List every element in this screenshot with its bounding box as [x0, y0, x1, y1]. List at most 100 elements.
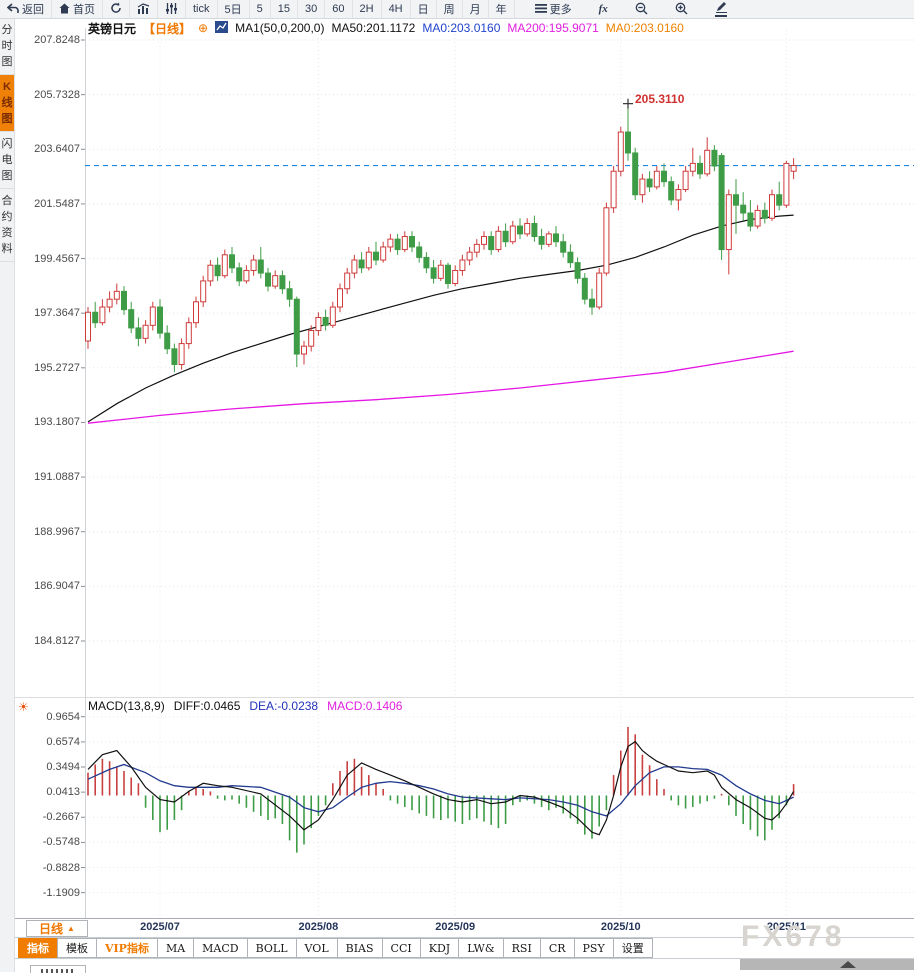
toolbar-button-label: 4H — [388, 3, 403, 15]
horizontal-scrollbar-thumb[interactable] — [740, 959, 914, 970]
toolbar-button-label: 30 — [305, 3, 318, 15]
home-icon — [59, 3, 70, 16]
menu-button[interactable]: 更多 — [528, 0, 579, 18]
indicator-tab-VOL[interactable]: VOL — [295, 938, 338, 958]
clipped-bottom-tab[interactable] — [30, 965, 86, 973]
pencil-button[interactable] — [708, 0, 734, 18]
ma-settings-label: MA1(50,0,200,0) — [235, 21, 325, 35]
sidebar-item-K线图[interactable]: K线图 — [0, 75, 14, 132]
toolbar-button-label: 年 — [495, 4, 507, 16]
bar-chart-icon — [137, 2, 150, 16]
macd-axis-label: 0.3494 — [46, 760, 80, 773]
refresh-button[interactable] — [103, 0, 130, 18]
slider-ticks-button[interactable] — [158, 0, 186, 18]
toolbar-button-30[interactable]: 30 — [298, 0, 326, 18]
indicator-tab-BIAS[interactable]: BIAS — [336, 938, 383, 958]
indicator-tab-RSI[interactable]: RSI — [502, 938, 541, 958]
macd-header: MACD(13,8,9) DIFF:0.0465 DEA:-0.0238 MAC… — [88, 699, 402, 713]
price-axis-label: 195.2727 — [34, 361, 80, 374]
toolbar-button-15[interactable]: 15 — [271, 0, 298, 18]
toolbar-button-fx[interactable]: fx — [592, 0, 615, 18]
toolbar-button-label: 返回 — [22, 4, 44, 16]
price-axis-label: 191.0887 — [34, 471, 80, 484]
x-axis-top-border — [0, 918, 914, 919]
symbol-name: 英镑日元 — [88, 21, 137, 36]
tabs-bottom-border — [0, 958, 914, 959]
toolbar-button-2H[interactable]: 2H — [353, 0, 382, 18]
expand-up-icon: ▲ — [67, 924, 75, 933]
chart-title-bar: 英镑日元 【日线】 ⊕ MA1(50,0,200,0) MA50:201.117… — [88, 20, 684, 36]
period-selector-button[interactable]: 日线 ▲ — [26, 920, 88, 937]
x-axis-month-label: 2025/09 — [435, 921, 476, 933]
toolbar-button-年[interactable]: 年 — [489, 0, 515, 18]
home-button[interactable]: 首页 — [52, 0, 103, 18]
toolbar-button-5[interactable]: 5 — [250, 0, 271, 18]
macd-axis-label: -0.8828 — [42, 861, 80, 874]
macd-diff-value: DIFF:0.0465 — [173, 699, 241, 713]
price-axis-label: 193.1807 — [34, 416, 80, 429]
indicator-tab-模板[interactable]: 模板 — [57, 938, 97, 958]
macd-axis-label: 0.0413 — [46, 786, 80, 799]
period-tag: 【日线】 — [143, 21, 192, 36]
ma0-blue-value: MA0:203.0160 — [422, 21, 501, 35]
macd-settings-icon[interactable]: ☀ — [18, 700, 29, 714]
toolbar-button-label: 5 — [256, 3, 263, 15]
zoom-out-button[interactable] — [628, 0, 655, 18]
price-axis-label: 186.9047 — [34, 580, 80, 593]
sidebar-item-分时图[interactable]: 分时图 — [0, 18, 14, 75]
sidebar-item-合约资料[interactable]: 合约资料 — [0, 189, 14, 262]
indicator-tab-CCI[interactable]: CCI — [381, 938, 421, 958]
refresh-icon — [110, 2, 122, 16]
period-selector-label: 日线 — [39, 922, 64, 936]
fx678-watermark: FX678 — [741, 920, 845, 953]
indicator-tab-BOLL[interactable]: BOLL — [246, 938, 297, 958]
zoom-in-icon — [675, 2, 688, 17]
bar-chart-button[interactable] — [130, 0, 158, 18]
sidebar-item-闪电图[interactable]: 闪电图 — [0, 132, 14, 189]
zoom-in-button[interactable] — [668, 0, 695, 18]
indicator-tab-设置[interactable]: 设置 — [612, 938, 653, 958]
price-axis-label: 201.5487 — [34, 197, 80, 210]
clipped-text — [41, 969, 73, 973]
price-axis-label: 203.6407 — [34, 143, 80, 156]
ma200-value: MA200:195.9071 — [507, 21, 599, 35]
x-axis-month-label: 2025/11 — [766, 921, 806, 933]
ma0-orange-value: MA0:203.0160 — [605, 21, 684, 35]
indicator-tab-KDJ[interactable]: KDJ — [419, 938, 460, 958]
indicator-tab-指标[interactable]: 指标 — [18, 938, 58, 958]
price-axis-label: 197.3647 — [34, 307, 80, 320]
pencil-icon — [714, 1, 727, 17]
scroll-up-arrow-icon — [840, 961, 856, 968]
price-axis-label: 207.8248 — [34, 34, 80, 46]
toolbar-button-label: 5日 — [224, 4, 242, 16]
macd-macd-value: MACD:0.1406 — [327, 699, 403, 713]
add-indicator-icon[interactable]: ⊕ — [198, 21, 209, 35]
indicator-tab-PSY[interactable]: PSY — [573, 938, 614, 958]
macd-dea-value: DEA:-0.0238 — [249, 699, 319, 713]
price-axis-label: 188.9967 — [34, 525, 80, 538]
macd-axis-label: -0.5748 — [42, 836, 80, 849]
toolbar-button-tick[interactable]: tick — [186, 0, 218, 18]
back-arrow-icon — [6, 2, 19, 16]
indicator-tab-MA[interactable]: MA — [156, 938, 195, 958]
left-sidebar: 分时图 K线图 闪电图 合约资料 — [0, 18, 15, 972]
indicator-tab-CR[interactable]: CR — [539, 938, 575, 958]
indicator-tab-MACD[interactable]: MACD — [193, 938, 248, 958]
mini-chart-icon — [215, 20, 229, 36]
toolbar-button-月[interactable]: 月 — [463, 0, 489, 18]
toolbar-button-4H[interactable]: 4H — [382, 0, 411, 18]
indicator-tab-LW&[interactable]: LW& — [458, 938, 504, 958]
toolbar-button-日[interactable]: 日 — [411, 0, 437, 18]
toolbar-button-5日[interactable]: 5日 — [218, 0, 250, 18]
macd-axis-label: -0.2667 — [42, 811, 80, 824]
toolbar-button-label: 2H — [359, 3, 374, 15]
indicator-tab-VIP指标[interactable]: VIP指标 — [96, 938, 158, 958]
back-arrow-button[interactable]: 返回 — [0, 0, 52, 18]
toolbar-button-周[interactable]: 周 — [437, 0, 463, 18]
menu-icon — [534, 3, 547, 15]
price-axis-label: 205.7328 — [34, 88, 80, 101]
toolbar-button-60[interactable]: 60 — [325, 0, 353, 18]
toolbar-button-label: 15 — [277, 3, 290, 15]
top-toolbar: 返回 首页 tick 5日 5 15 30 60 2H 4H 日 周 月 年 更多 fx — [0, 0, 914, 19]
